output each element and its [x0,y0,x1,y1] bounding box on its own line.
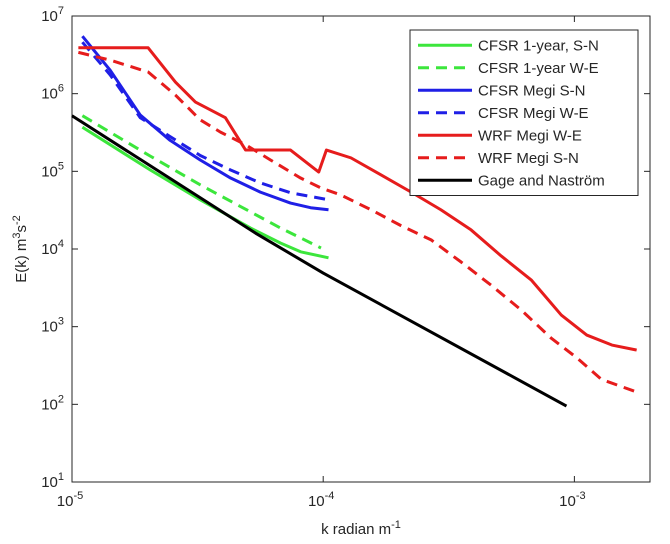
label-part: -2 [11,215,23,225]
tick-base: 10 [559,493,576,510]
series-line [81,41,329,202]
y-tick-label: 106 [41,83,64,103]
tick-exponent: 7 [58,5,64,17]
tick-base: 10 [41,241,58,258]
tick-exponent: 4 [58,238,64,250]
legend-label: CFSR Megi S-N [478,82,586,99]
tick-base: 10 [41,8,58,25]
legend-label: WRF Megi S-N [478,150,579,167]
label-part: -1 [391,519,401,531]
legend-label: CFSR Megi W-E [478,105,589,122]
x-axis-label: k radian m-1 [321,519,401,538]
tick-base: 10 [41,163,58,180]
tick-base: 10 [57,493,74,510]
tick-base: 10 [41,396,58,413]
x-tick-label: 10-4 [308,490,334,510]
y-tick-label: 103 [41,316,64,336]
y-axis-label: E(k) m3s-2 [11,215,30,283]
tick-base: 10 [308,493,325,510]
series-line [78,46,637,352]
y-tick-label: 101 [41,471,64,491]
tick-exponent: 2 [58,393,64,405]
tick-exponent: 3 [58,316,64,328]
legend-box [409,29,639,196]
y-tick-label: 105 [41,160,64,180]
series-line [81,35,329,212]
tick-exponent: 1 [58,471,64,483]
series-line [78,50,638,394]
series-line [81,114,322,250]
x-tick-label: 10-3 [559,490,585,510]
series-line [81,125,329,260]
label-part: 3 [11,232,23,238]
y-tick-label: 104 [41,238,64,258]
tick-base: 10 [41,86,58,103]
tick-base: 10 [41,474,58,491]
label-part: E(k) m [13,239,30,283]
y-tick-label: 102 [41,393,64,413]
tick-exponent: -3 [576,490,586,502]
legend-label: WRF Megi W-E [478,127,582,144]
label-part: k radian m [321,521,391,538]
series-line [71,114,568,408]
tick-base: 10 [41,319,58,336]
x-tick-label: 10-5 [57,490,83,510]
tick-exponent: 5 [58,160,64,172]
tick-exponent: -5 [73,490,83,502]
tick-exponent: -4 [325,490,335,502]
label-part: s [13,225,30,233]
legend-label: Gage and Naström [478,172,605,189]
tick-exponent: 6 [58,83,64,95]
legend-label: CFSR 1-year, S-N [478,37,599,54]
y-tick-label: 107 [41,5,64,25]
legend-label: CFSR 1-year W-E [478,60,599,77]
